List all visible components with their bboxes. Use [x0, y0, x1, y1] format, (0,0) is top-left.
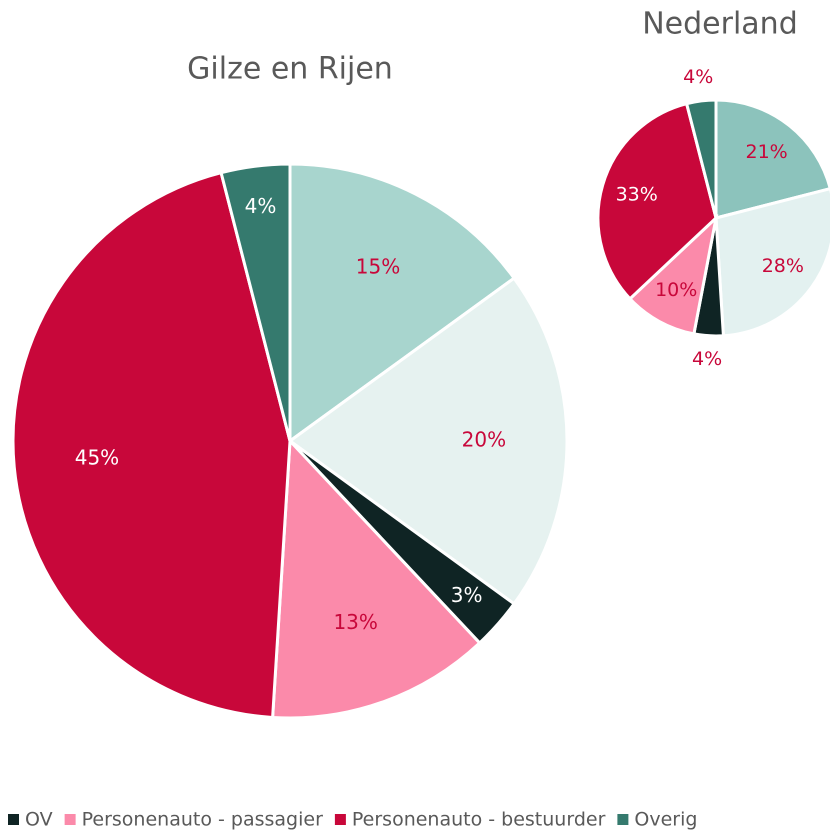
pie-slice [11, 170, 292, 720]
legend-label: Personenauto - bestuurder [352, 809, 606, 831]
legend-label: OV [25, 809, 53, 831]
legend-swatch [8, 814, 19, 825]
pie-slice [596, 101, 718, 301]
data-label: 20% [462, 428, 506, 452]
data-label: 3% [451, 583, 483, 607]
pie-slice [288, 162, 517, 444]
data-label: 33% [616, 183, 658, 205]
data-label: 4% [692, 348, 722, 370]
data-label: 4% [683, 66, 713, 88]
legend-label: Personenauto - passagier [82, 809, 323, 831]
pie-slice [219, 162, 292, 442]
legend-swatch [617, 814, 629, 825]
data-label: 13% [333, 610, 377, 634]
pie-slice [684, 98, 718, 219]
data-label: 45% [75, 446, 119, 470]
pie-slice [714, 187, 830, 338]
pie-slice [271, 437, 482, 720]
data-label: 4% [245, 194, 277, 218]
chart-title: Nederland [642, 7, 798, 42]
chart-title: Gilze en Rijen [187, 52, 393, 87]
data-label: 10% [655, 279, 697, 301]
data-label: 28% [762, 255, 804, 277]
legend-label: Overig [634, 809, 697, 831]
pie-slice [287, 276, 569, 606]
data-label: 15% [356, 255, 400, 279]
data-label: 21% [746, 141, 788, 163]
legend-swatch [334, 814, 346, 825]
pie-slice [714, 98, 830, 220]
legend-swatch [64, 814, 76, 825]
